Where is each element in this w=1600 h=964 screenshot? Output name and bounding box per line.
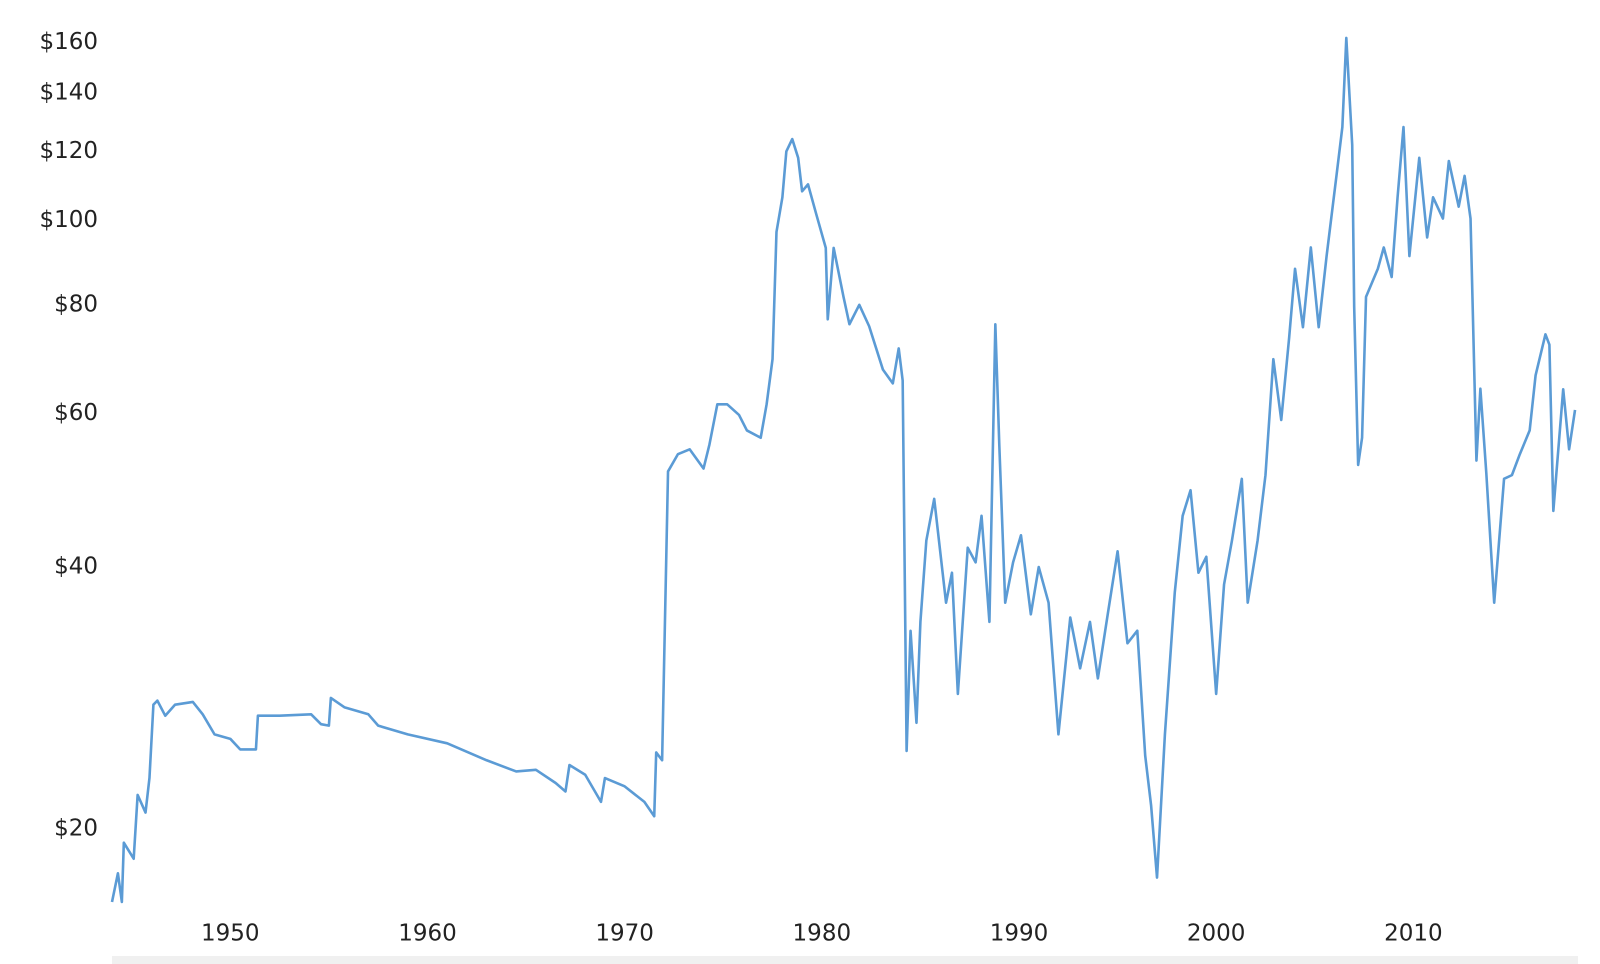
- y-tick-label: $40: [54, 554, 98, 580]
- y-tick-label: $120: [39, 138, 98, 164]
- x-tick-label: 2000: [1187, 921, 1246, 947]
- x-tick-label: 1970: [595, 921, 654, 947]
- x-tick-label: 1990: [990, 921, 1049, 947]
- labels: $20 $40 $60 $80 $100 $120 $140 $160 1950 1960 1970…: [39, 29, 1442, 946]
- x-tick-label: 1980: [793, 921, 852, 947]
- y-tick-label: $80: [54, 291, 98, 317]
- y-tick-label: $60: [54, 400, 98, 426]
- y-tick-label: $100: [39, 207, 98, 233]
- line: [110, 36, 1577, 904]
- y-tick-label: $20: [54, 816, 98, 842]
- x-tick-label: 2010: [1384, 921, 1443, 947]
- bottom-strip: [112, 956, 1578, 964]
- x-tick-label: 1950: [201, 921, 260, 947]
- x-tick-label: 1960: [398, 921, 457, 947]
- y-tick-label: $140: [39, 80, 98, 106]
- plot: [110, 36, 1577, 904]
- y-tick-label: $160: [39, 29, 98, 55]
